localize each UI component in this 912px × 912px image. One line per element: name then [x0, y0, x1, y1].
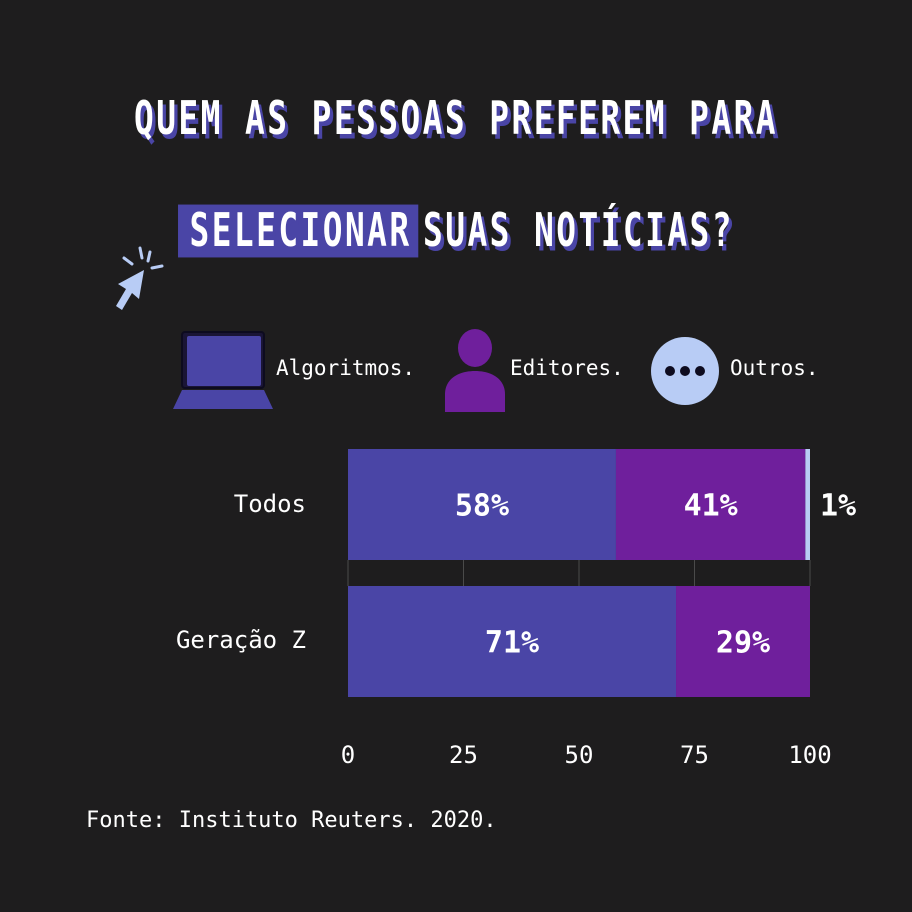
data-label-0-2: 1%: [820, 489, 856, 524]
bar-1-1: [676, 586, 810, 697]
bar-0-2: [805, 449, 810, 560]
bar-0-0: [348, 449, 616, 560]
cursor-click-icon: [116, 246, 164, 310]
x-tick-label-2: 50: [565, 741, 594, 769]
person-icon: [445, 329, 505, 412]
title-line-2-text: SUAS NOTÍCIAS?: [423, 204, 734, 258]
legend-label-algoritmos: Algoritmos.: [276, 356, 416, 380]
ellipsis-icon: [651, 337, 719, 405]
chart-title-line-1: QUEM AS PESSOAS PREFEREM PARA: [82, 93, 830, 146]
x-tick-label-0: 0: [341, 741, 355, 769]
data-label-1-0: 71%: [485, 626, 539, 661]
data-label-0-1: 41%: [684, 489, 738, 524]
category-label-todos: Todos: [233, 490, 306, 518]
legend-label-outros: Outros.: [730, 356, 819, 380]
laptop-icon: [173, 331, 273, 409]
title-line-1-text: QUEM AS PESSOAS PREFEREM PARA: [133, 92, 779, 146]
chart-title-line-2: SELECIONAR SUAS NOTÍCIAS?: [82, 204, 830, 258]
category-label-geracao-z: Geração Z: [175, 626, 306, 654]
data-label-1-1: 29%: [716, 626, 770, 661]
title-highlight: SELECIONAR: [178, 204, 419, 258]
legend-label-editores: Editores.: [510, 356, 624, 380]
bar-1-0: [348, 586, 677, 697]
bar-0-1: [615, 449, 806, 560]
source-note: Fonte: Instituto Reuters. 2020.: [86, 808, 497, 833]
x-tick-label-3: 75: [680, 741, 709, 769]
data-label-0-0: 58%: [455, 489, 509, 524]
x-tick-label-1: 25: [449, 741, 478, 769]
x-tick-label-4: 100: [788, 741, 831, 769]
